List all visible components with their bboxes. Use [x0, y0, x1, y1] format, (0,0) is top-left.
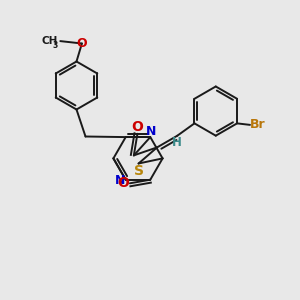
Text: O: O: [76, 37, 87, 50]
Text: 3: 3: [53, 41, 58, 50]
Text: Br: Br: [250, 118, 266, 131]
Text: CH: CH: [41, 35, 58, 46]
Text: O: O: [117, 176, 129, 190]
Text: O: O: [131, 120, 143, 134]
Text: N: N: [115, 174, 125, 187]
Text: N: N: [146, 125, 156, 138]
Text: S: S: [134, 164, 143, 178]
Text: H: H: [171, 136, 181, 149]
